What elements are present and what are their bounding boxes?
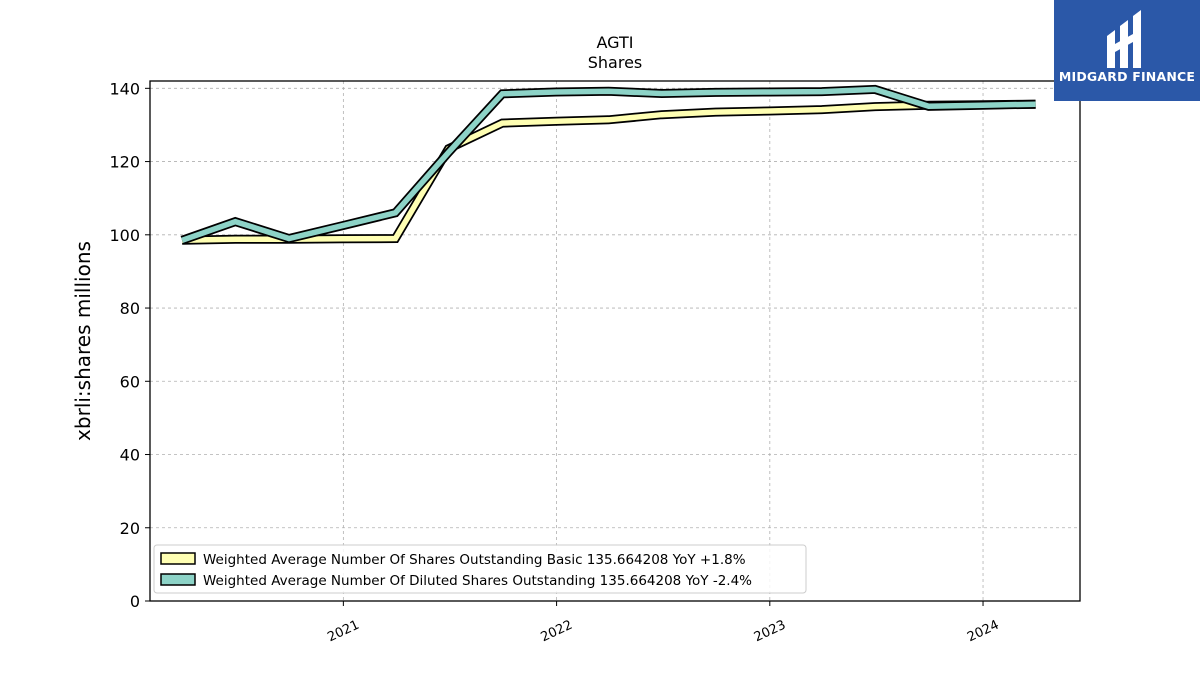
series-line xyxy=(181,86,1036,243)
series-line-outline xyxy=(182,99,1036,245)
series-0 xyxy=(182,99,1036,245)
y-tick-label: 20 xyxy=(120,519,140,538)
logo-mark-icon xyxy=(1107,10,1141,68)
plot-frame xyxy=(149,80,1081,602)
chart-subtitle: Shares xyxy=(588,53,643,72)
y-tick-label: 120 xyxy=(109,153,140,172)
y-tick-label: 140 xyxy=(109,79,140,98)
y-tick-label: 0 xyxy=(130,592,140,611)
x-tick-label: 2022 xyxy=(539,618,575,646)
x-axis: 2021 2022 2023 2024 xyxy=(325,601,1001,645)
y-tick-label: 60 xyxy=(120,372,140,391)
legend-swatch-diluted xyxy=(160,573,196,586)
y-tick-label: 100 xyxy=(109,226,140,245)
y-axis-label: xbrli:shares millions xyxy=(71,241,95,441)
y-axis: 0 20 40 60 80 100 120 140 xyxy=(109,79,150,611)
series-line-outline xyxy=(180,84,1036,245)
logo-text: MIDGARD FINANCE xyxy=(1059,69,1195,84)
legend-box xyxy=(153,544,807,594)
x-tick-label: 2024 xyxy=(965,618,1001,646)
midgard-finance-logo: MIDGARD FINANCE xyxy=(1054,0,1200,101)
x-tick-label: 2023 xyxy=(752,618,788,646)
series-line xyxy=(182,101,1036,244)
legend-label-basic: Weighted Average Number Of Shares Outsta… xyxy=(203,552,746,568)
legend-swatch-basic xyxy=(160,552,196,565)
y-tick-label: 40 xyxy=(120,446,140,465)
y-tick-label: 80 xyxy=(120,299,140,318)
series-1 xyxy=(180,84,1036,245)
legend-label-diluted: Weighted Average Number Of Diluted Share… xyxy=(203,573,752,589)
series-layer xyxy=(180,84,1036,245)
x-tick-label: 2021 xyxy=(325,618,361,646)
grid xyxy=(150,81,1080,601)
chart-title: AGTI xyxy=(597,33,634,52)
legend: Weighted Average Number Of Shares Outsta… xyxy=(153,544,807,594)
